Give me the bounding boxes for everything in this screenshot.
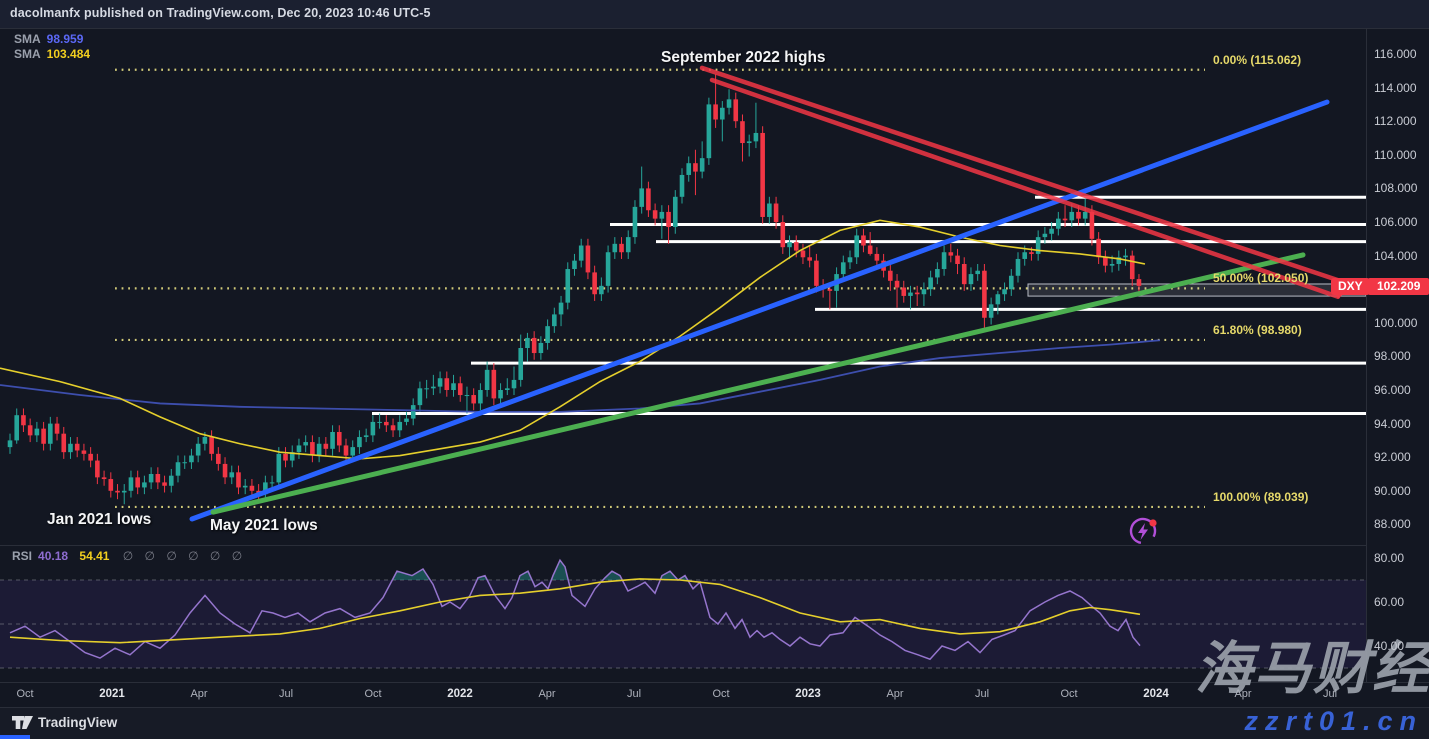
sma2-value: 103.484 bbox=[46, 47, 91, 61]
tradingview-brand-text[interactable]: TradingView bbox=[38, 715, 118, 730]
tradingview-logo-icon[interactable] bbox=[12, 714, 34, 732]
time-axis-label-Oct-12[interactable]: Oct bbox=[1060, 688, 1078, 700]
trendline-ascending-blue[interactable] bbox=[189, 99, 1330, 522]
sma-legend-row-2[interactable]: SMA 103.484 bbox=[14, 47, 90, 61]
price-axis-label-90.000[interactable]: 90.000 bbox=[1374, 483, 1411, 498]
price-axis-label-98.000[interactable]: 98.000 bbox=[1374, 349, 1411, 364]
rsi-axis-label-60.00[interactable]: 60.00 bbox=[1374, 595, 1405, 609]
time-axis-label-Apr-6[interactable]: Apr bbox=[538, 688, 556, 700]
rsi-axis-label-80.00[interactable]: 80.00 bbox=[1374, 551, 1405, 565]
price-axis-label-114.000[interactable]: 114.000 bbox=[1374, 80, 1417, 95]
price-axis-label-116.000[interactable]: 116.000 bbox=[1374, 47, 1417, 61]
sma1-label: SMA bbox=[14, 32, 41, 46]
price-axis-label-104.000[interactable]: 104.000 bbox=[1374, 248, 1418, 263]
price-axis-label-94.000[interactable]: 94.000 bbox=[1374, 416, 1411, 431]
sma1-value: 98.959 bbox=[46, 32, 84, 46]
symbol-tag: DXY bbox=[1331, 278, 1370, 295]
time-axis-label-Apr-10[interactable]: Apr bbox=[886, 688, 904, 700]
rsi-legend-row[interactable]: RSI 40.18 54.41 ∅ ∅ ∅ ∅ ∅ ∅ bbox=[12, 549, 246, 563]
time-axis-label-Jul-3[interactable]: Jul bbox=[278, 688, 294, 700]
sma-legend-row-1[interactable]: SMA 98.959 bbox=[14, 32, 83, 46]
time-axis-label-Oct-4[interactable]: Oct bbox=[364, 688, 382, 700]
fib-label-100: 100.00% (89.039) bbox=[1213, 489, 1309, 504]
rsi-value: 40.18 bbox=[38, 549, 69, 563]
price-axis-label-110.000[interactable]: 110.000 bbox=[1374, 147, 1417, 162]
time-axis-label-Apr-14[interactable]: Apr bbox=[1234, 688, 1252, 700]
footer-bar bbox=[0, 707, 1429, 739]
progress-bar bbox=[0, 735, 30, 739]
trendline-descending-red-lower[interactable] bbox=[709, 77, 1341, 300]
trendline-descending-red-upper[interactable] bbox=[699, 65, 1355, 288]
last-price-badge: 102.209 bbox=[1368, 278, 1429, 295]
fib-label-0: 0.00% (115.062) bbox=[1213, 52, 1302, 67]
annotation-jan-2021-lows: Jan 2021 lows bbox=[47, 511, 152, 528]
rsi-axis-label-40.00[interactable]: 40.00 bbox=[1374, 639, 1405, 653]
price-axis-label-108.000[interactable]: 108.000 bbox=[1374, 181, 1418, 196]
watermark-url: zzrt01.cn bbox=[1244, 706, 1423, 736]
rsi-label: RSI bbox=[12, 549, 33, 563]
rsi-ma-line[interactable] bbox=[9, 578, 1141, 644]
watermark-chinese: 海马财经 bbox=[1195, 637, 1429, 701]
price-axis-border bbox=[1366, 28, 1367, 707]
price-zone-box[interactable] bbox=[1027, 283, 1366, 297]
time-axis-label-2024-13[interactable]: 2024 bbox=[1143, 688, 1169, 700]
price-axis-label-106.000[interactable]: 106.000 bbox=[1374, 215, 1418, 229]
price-axis-label-92.000[interactable]: 92.000 bbox=[1374, 450, 1411, 465]
price-axis-label-88.000[interactable]: 88.000 bbox=[1374, 517, 1411, 532]
sma2-label: SMA bbox=[14, 47, 41, 61]
rsi-ma-value: 54.41 bbox=[79, 549, 110, 563]
time-axis-strip[interactable] bbox=[0, 682, 1429, 708]
sma-fast-line[interactable] bbox=[0, 219, 1146, 460]
time-axis-label-Jul-15[interactable]: Jul bbox=[1322, 688, 1338, 700]
fib-label-61.8: 61.80% (98.980) bbox=[1213, 322, 1302, 337]
time-axis-label-2021-1[interactable]: 2021 bbox=[99, 688, 125, 700]
price-pane[interactable] bbox=[0, 65, 1366, 522]
published-byline: dacolmanfx published on TradingView.com,… bbox=[10, 6, 431, 20]
rsi-empty-slots: ∅ ∅ ∅ ∅ ∅ ∅ bbox=[122, 549, 247, 563]
time-axis-label-2022-5[interactable]: 2022 bbox=[447, 688, 473, 700]
idea-flash-icon[interactable] bbox=[1126, 514, 1162, 550]
rsi-line[interactable] bbox=[9, 558, 1141, 661]
trendline-ascending-green[interactable] bbox=[210, 252, 1306, 515]
price-axis-label-100.000[interactable]: 100.000 bbox=[1374, 315, 1418, 330]
rsi-pane[interactable] bbox=[0, 558, 1366, 669]
time-axis-label-Oct-0[interactable]: Oct bbox=[16, 688, 34, 700]
time-axis-label-Jul-11[interactable]: Jul bbox=[974, 688, 990, 700]
price-axis-label-112.000[interactable]: 112.000 bbox=[1374, 114, 1417, 129]
time-axis-label-Apr-2[interactable]: Apr bbox=[190, 688, 208, 700]
time-axis-label-2023-9[interactable]: 2023 bbox=[795, 688, 821, 700]
annotation-september-2022-highs: September 2022 highs bbox=[661, 49, 826, 66]
price-axis-label-96.000[interactable]: 96.000 bbox=[1374, 383, 1411, 397]
time-axis-label-Oct-8[interactable]: Oct bbox=[712, 688, 730, 700]
time-axis-label-Jul-7[interactable]: Jul bbox=[626, 688, 642, 700]
fib-label-50: 50.00% (102.050) bbox=[1213, 271, 1309, 286]
annotation-may-2021-lows: May 2021 lows bbox=[210, 517, 318, 534]
byline-strip bbox=[0, 0, 1429, 29]
pane-divider[interactable] bbox=[0, 545, 1366, 546]
